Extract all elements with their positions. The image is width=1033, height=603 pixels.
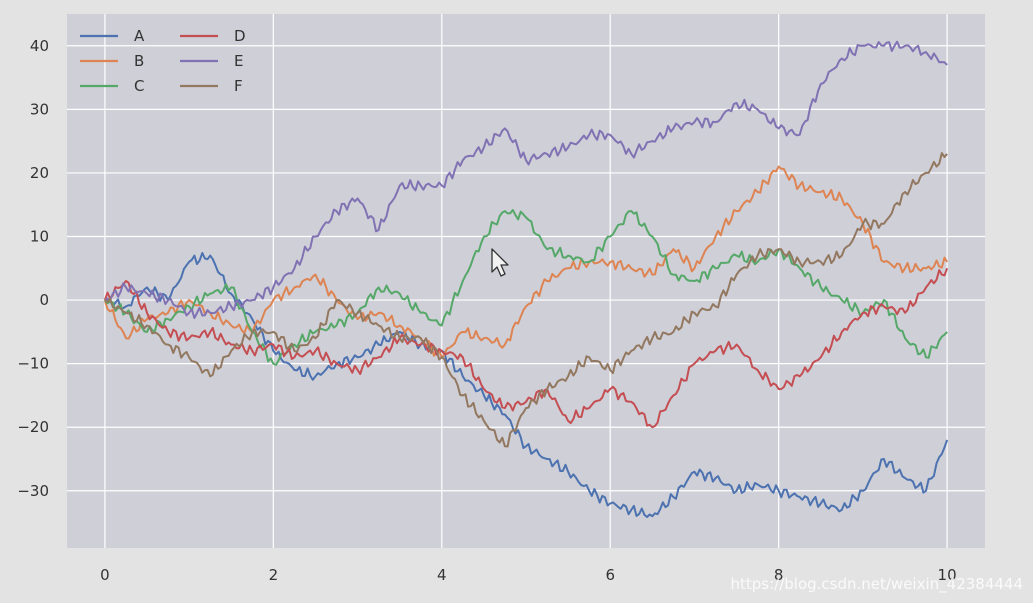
series-line-B — [103, 165, 948, 359]
legend: ABC DEF — [80, 27, 246, 95]
legend-label-A: A — [134, 27, 145, 45]
y-tick-label: −10 — [17, 355, 49, 373]
x-tick-label: 10 — [938, 566, 957, 584]
x-tick-label: 0 — [100, 566, 110, 584]
legend-label-D: D — [234, 27, 246, 45]
x-tick-label: 8 — [774, 566, 784, 584]
y-tick-label: −20 — [17, 418, 49, 436]
x-tick-label: 6 — [605, 566, 615, 584]
y-tick-label: 10 — [30, 228, 49, 246]
legend-label-B: B — [134, 52, 144, 70]
x-tick-label: 2 — [269, 566, 279, 584]
legend-label-F: F — [234, 77, 243, 95]
grid-lines — [67, 14, 985, 548]
legend-label-E: E — [234, 52, 243, 70]
series-line-D — [103, 267, 949, 429]
series-line-E — [104, 40, 948, 320]
x-tick-labels: 0 2 4 6 8 10 — [100, 566, 957, 584]
x-tick-label: 4 — [437, 566, 447, 584]
y-tick-label: 40 — [30, 37, 49, 55]
y-tick-label: 30 — [30, 100, 49, 118]
y-tick-label: 20 — [30, 164, 49, 182]
watermark-text: https://blog.csdn.net/weixin_42384444 — [730, 575, 1023, 593]
legend-label-C: C — [134, 77, 144, 95]
series-lines — [103, 40, 949, 518]
y-tick-label: 0 — [39, 291, 49, 309]
y-tick-label: −30 — [17, 482, 49, 500]
plot-area — [67, 14, 985, 548]
series-line-F — [104, 152, 948, 448]
mouse-cursor-icon — [491, 248, 511, 282]
series-line-C — [104, 209, 948, 366]
y-tick-labels: −30 −20 −10 0 10 20 30 40 — [17, 37, 49, 500]
